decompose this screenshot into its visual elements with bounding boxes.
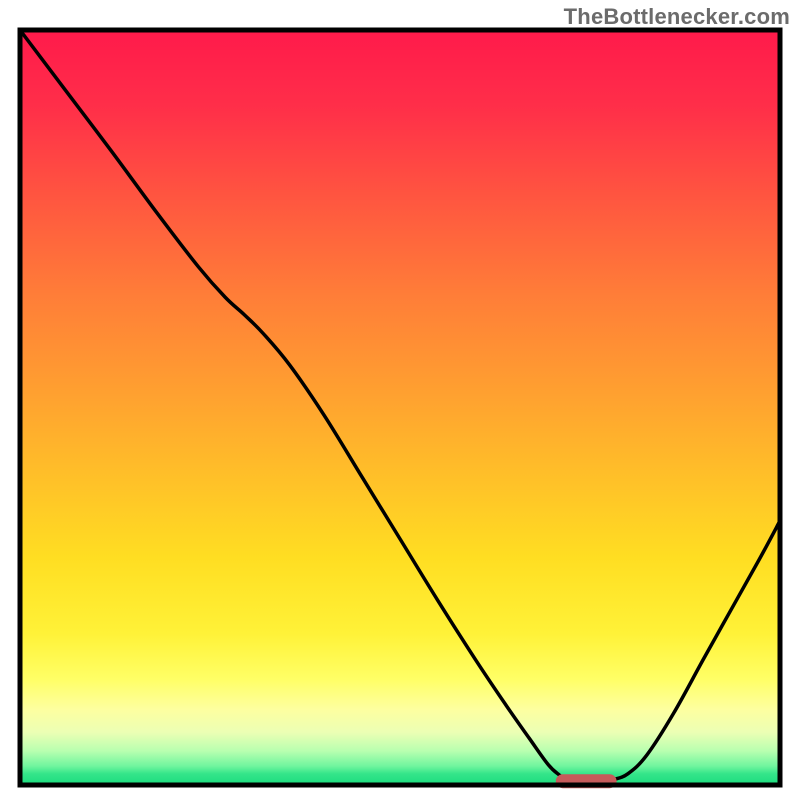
gradient-background [20, 30, 780, 785]
bottleneck-chart [0, 0, 800, 800]
watermark-text: TheBottlenecker.com [564, 4, 790, 30]
chart-stage: TheBottlenecker.com [0, 0, 800, 800]
